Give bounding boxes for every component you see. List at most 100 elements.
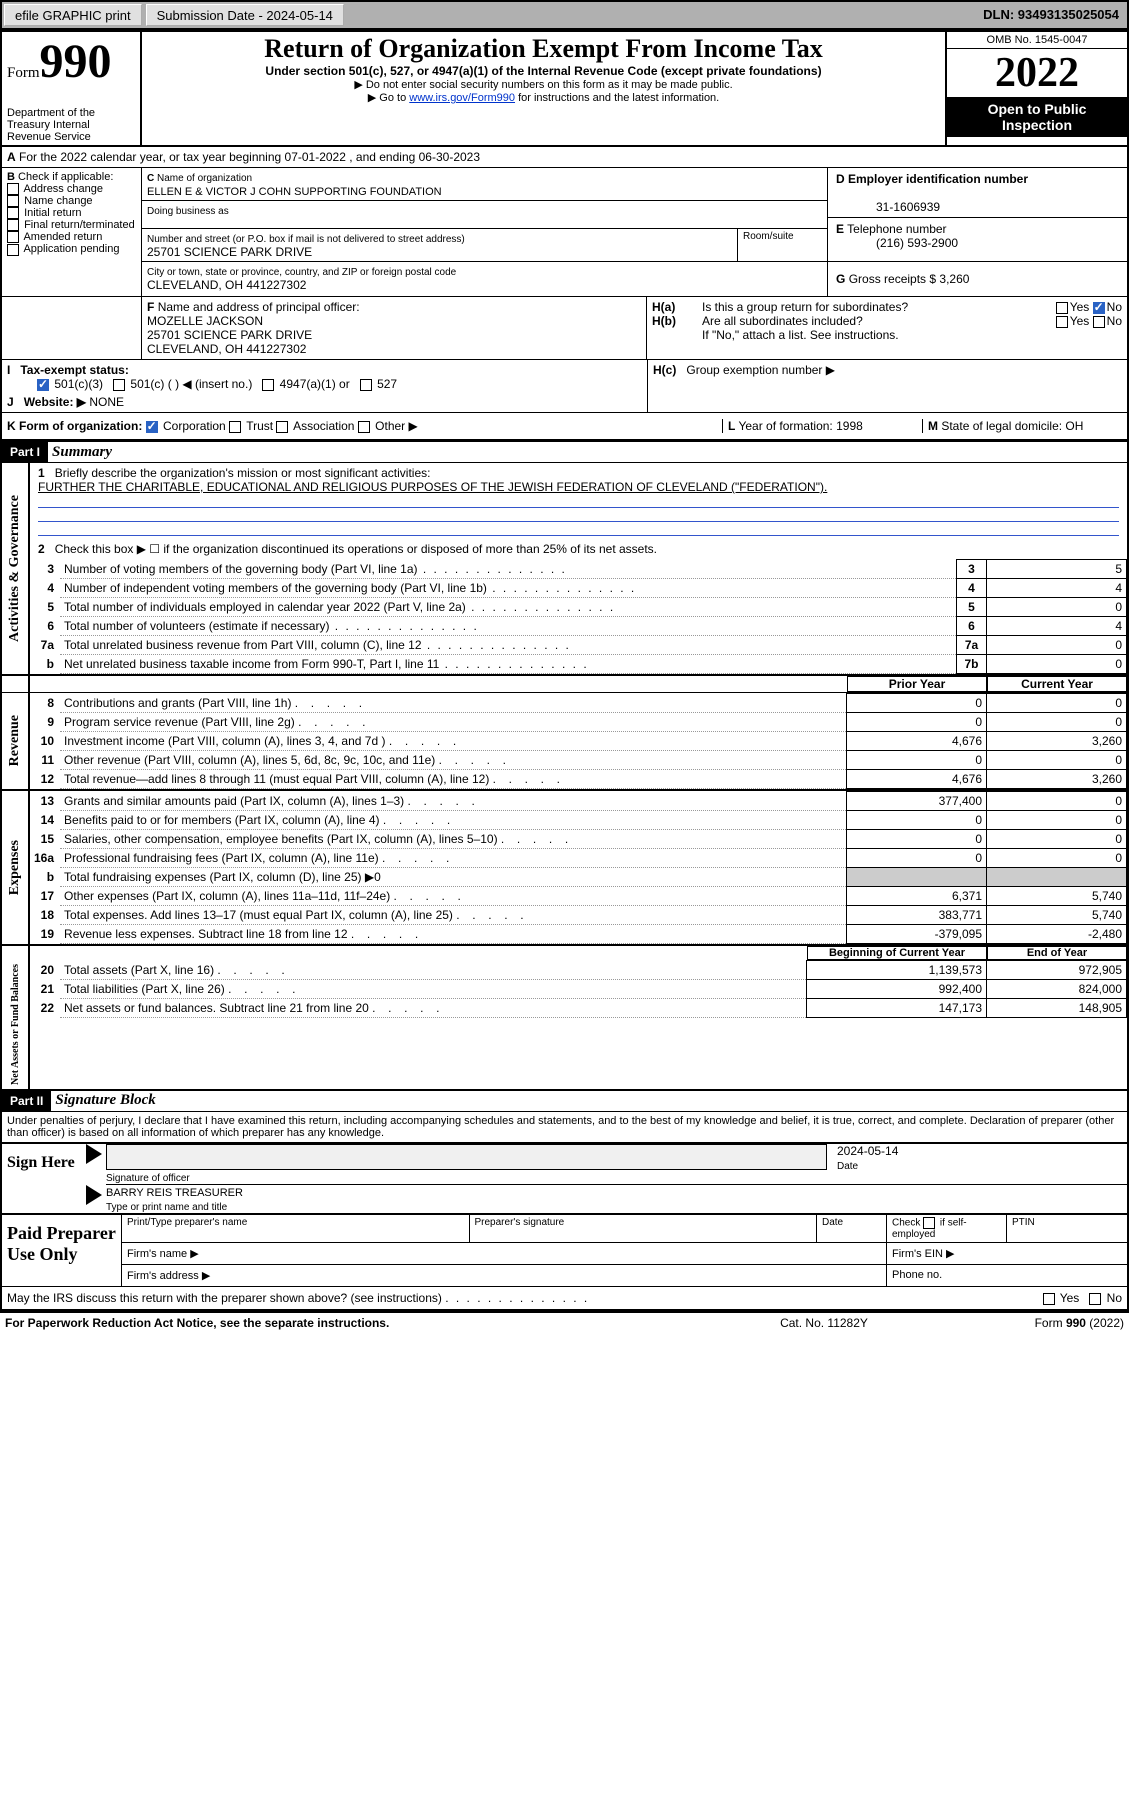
dln-label: DLN: 93493135025054 [975, 2, 1127, 28]
side-governance: Activities & Governance [2, 463, 30, 674]
signature-input[interactable] [106, 1144, 827, 1170]
note2-pre: ▶ Go to [368, 92, 409, 104]
chk-trust[interactable] [229, 421, 241, 433]
table-row: 10Investment income (Part VIII, column (… [30, 732, 1127, 751]
table-row: 22Net assets or fund balances. Subtract … [30, 999, 1127, 1018]
section-g: G Gross receipts $ 3,260 [828, 262, 1127, 296]
k-label: Form of organization: [19, 419, 142, 433]
yes3: Yes [1060, 1291, 1080, 1305]
h-note: If "No," attach a list. See instructions… [652, 328, 1122, 342]
tax-status-label: Tax-exempt status: [20, 363, 128, 377]
opt-pending: Application pending [23, 243, 119, 255]
chk-other[interactable] [358, 421, 370, 433]
table-row: 21Total liabilities (Part X, line 26) . … [30, 980, 1127, 999]
officer-addr1: 25701 SCIENCE PARK DRIVE [147, 328, 312, 342]
firm-name-label: Firm's name ▶ [122, 1243, 887, 1264]
subtitle: Under section 501(c), 527, or 4947(a)(1)… [147, 64, 940, 78]
omb-label: OMB No. 1545-0047 [947, 32, 1127, 49]
table-row: 12Total revenue—add lines 8 through 11 (… [30, 770, 1127, 789]
q1-label: Briefly describe the organization's miss… [55, 466, 431, 480]
website-value: NONE [89, 395, 124, 409]
opt-amended: Amended return [23, 231, 102, 243]
revenue-table: 8Contributions and grants (Part VIII, li… [30, 693, 1127, 789]
opt-corp: Corporation [163, 419, 226, 433]
table-row: 19Revenue less expenses. Subtract line 1… [30, 925, 1127, 944]
opt-final: Final return/terminated [24, 219, 135, 231]
check-label: Check [892, 1218, 920, 1229]
ein-label: Employer identification number [848, 172, 1028, 186]
chk-501c[interactable] [113, 379, 125, 391]
chk-501c3[interactable] [37, 379, 49, 391]
q2-label: Check this box ▶ ☐ if the organization d… [55, 542, 657, 556]
governance-table: 3Number of voting members of the governi… [30, 559, 1127, 674]
city-value: CLEVELAND, OH 441227302 [147, 278, 306, 292]
mission-text: FURTHER THE CHARITABLE, EDUCATIONAL AND … [38, 480, 827, 494]
chk-corp[interactable] [146, 421, 158, 433]
opt-trust: Trust [246, 419, 273, 433]
section-f: F Name and address of principal officer:… [142, 297, 647, 359]
table-row: 16aProfessional fundraising fees (Part I… [30, 849, 1127, 868]
ha-text: Is this a group return for subordinates? [702, 300, 1056, 314]
prep-date-label: Date [817, 1215, 887, 1242]
section-d: D Employer identification number 31-1606… [828, 168, 1127, 218]
part2-header: Part II Signature Block [2, 1089, 1127, 1112]
may-no[interactable] [1089, 1293, 1101, 1305]
opt-527: 527 [377, 377, 397, 391]
table-row: bNet unrelated business taxable income f… [30, 655, 1127, 674]
topbar: efile GRAPHIC print Submission Date - 20… [0, 0, 1129, 30]
chk-name-change[interactable] [7, 195, 19, 207]
part2-title: Signature Block [55, 1092, 155, 1109]
form-word: Form [7, 65, 40, 81]
prep-name-label: Print/Type preparer's name [122, 1215, 470, 1242]
chk-assoc[interactable] [276, 421, 288, 433]
l-label: Year of formation: [738, 419, 832, 433]
efile-print-btn[interactable]: efile GRAPHIC print [4, 4, 142, 26]
chk-amended[interactable] [7, 231, 19, 243]
table-row: 3Number of voting members of the governi… [30, 560, 1127, 579]
col-begin: Beginning of Current Year [807, 946, 987, 960]
chk-527[interactable] [360, 379, 372, 391]
footer-left: For Paperwork Reduction Act Notice, see … [5, 1316, 724, 1330]
hb-yes[interactable] [1056, 316, 1068, 328]
street-addr: 25701 SCIENCE PARK DRIVE [147, 245, 312, 259]
section-i-j: I Tax-exempt status: 501(c)(3) 501(c) ( … [2, 360, 647, 412]
ha-no[interactable] [1093, 302, 1105, 314]
chk-4947[interactable] [262, 379, 274, 391]
arrow-icon [86, 1185, 102, 1205]
opt-4947: 4947(a)(1) or [280, 377, 350, 391]
paid-preparer-block: Paid Preparer Use Only Print/Type prepar… [2, 1213, 1127, 1286]
table-row: 9Program service revenue (Part VIII, lin… [30, 713, 1127, 732]
tel-label: Telephone number [847, 222, 946, 236]
ha-yes[interactable] [1056, 302, 1068, 314]
chk-self-employed[interactable] [923, 1217, 935, 1229]
prep-sig-label: Preparer's signature [470, 1215, 818, 1242]
b-label: Check if applicable: [18, 171, 113, 183]
form-body: Form990 Department of the Treasury Inter… [0, 30, 1129, 1311]
officer-addr2: CLEVELAND, OH 441227302 [147, 342, 306, 356]
hb-text: Are all subordinates included? [702, 314, 1056, 328]
hb-no[interactable] [1093, 316, 1105, 328]
footer-mid: Cat. No. 11282Y [724, 1316, 924, 1330]
arrow-icon [86, 1144, 102, 1164]
officer-name-title: BARRY REIS TREASURER [106, 1187, 243, 1199]
part1-title: Summary [52, 444, 112, 461]
table-row: 17Other expenses (Part IX, column (A), l… [30, 887, 1127, 906]
col-current: Current Year [987, 676, 1127, 692]
may-yes[interactable] [1043, 1293, 1055, 1305]
chk-final[interactable] [7, 219, 19, 231]
table-row: bTotal fundraising expenses (Part IX, co… [30, 868, 1127, 887]
chk-initial[interactable] [7, 207, 19, 219]
dba-label: Doing business as [147, 206, 229, 217]
expenses-table: 13Grants and similar amounts paid (Part … [30, 791, 1127, 944]
chk-address-change[interactable] [7, 183, 19, 195]
gross-value: 3,260 [939, 272, 969, 286]
no3: No [1107, 1291, 1122, 1305]
irs-link[interactable]: www.irs.gov/Form990 [409, 92, 515, 104]
form-num: 990 [40, 35, 112, 88]
hc-text: Group exemption number ▶ [686, 363, 835, 377]
paid-label: Paid Preparer Use Only [2, 1215, 122, 1286]
submission-date-btn[interactable]: Submission Date - 2024-05-14 [146, 4, 344, 26]
room-label: Room/suite [737, 229, 827, 261]
section-h: H(a)Is this a group return for subordina… [647, 297, 1127, 359]
chk-pending[interactable] [7, 244, 19, 256]
